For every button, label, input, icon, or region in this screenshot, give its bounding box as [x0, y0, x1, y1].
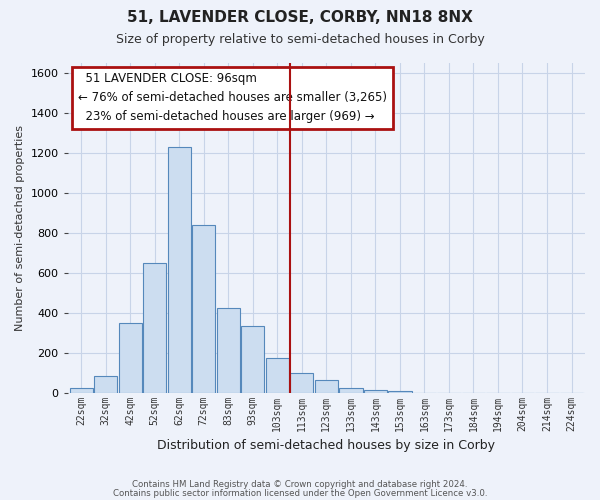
Bar	[192, 225, 215, 393]
Bar	[217, 308, 240, 393]
Bar	[315, 380, 338, 393]
Bar	[119, 323, 142, 393]
Bar	[388, 391, 412, 393]
Text: 51, LAVENDER CLOSE, CORBY, NN18 8NX: 51, LAVENDER CLOSE, CORBY, NN18 8NX	[127, 10, 473, 25]
Bar	[167, 146, 191, 393]
Text: Contains public sector information licensed under the Open Government Licence v3: Contains public sector information licen…	[113, 489, 487, 498]
Bar	[94, 376, 118, 393]
Text: 51 LAVENDER CLOSE: 96sqm
← 76% of semi-detached houses are smaller (3,265)
  23%: 51 LAVENDER CLOSE: 96sqm ← 76% of semi-d…	[78, 72, 387, 124]
Bar	[364, 390, 387, 393]
Bar	[290, 373, 313, 393]
Bar	[339, 388, 362, 393]
Bar	[143, 263, 166, 393]
X-axis label: Distribution of semi-detached houses by size in Corby: Distribution of semi-detached houses by …	[157, 440, 496, 452]
Bar	[70, 388, 93, 393]
Bar	[241, 326, 265, 393]
Y-axis label: Number of semi-detached properties: Number of semi-detached properties	[15, 125, 25, 331]
Text: Size of property relative to semi-detached houses in Corby: Size of property relative to semi-detach…	[116, 32, 484, 46]
Text: Contains HM Land Registry data © Crown copyright and database right 2024.: Contains HM Land Registry data © Crown c…	[132, 480, 468, 489]
Bar	[266, 358, 289, 393]
